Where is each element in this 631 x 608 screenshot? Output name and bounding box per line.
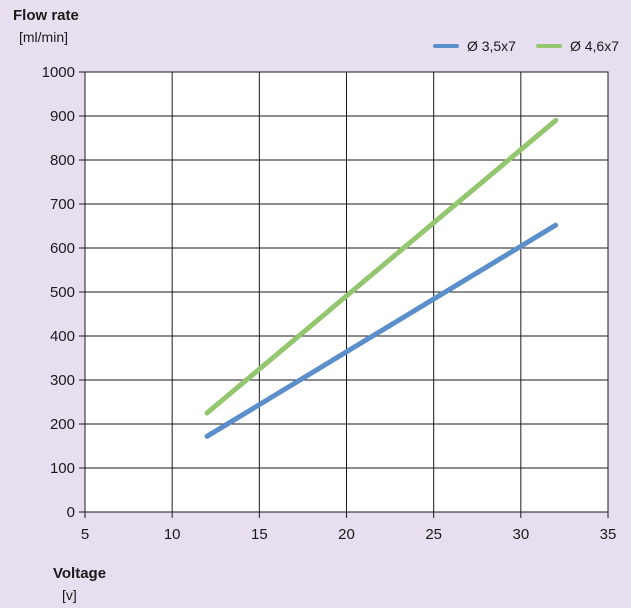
legend-item-series-2: Ø 4,6x7 bbox=[535, 38, 619, 54]
y-tick-label-700: 700 bbox=[50, 196, 75, 213]
series-line-2 bbox=[204, 117, 559, 416]
chart-canvas: 0 100 200 300 400 500 600 700 800 900 1000 5 10 15 20 2… bbox=[42, 64, 617, 543]
x-tick-label-30: 30 bbox=[512, 526, 529, 543]
y-axis-title: Flow rate bbox=[13, 7, 79, 24]
y-tick-label-300: 300 bbox=[50, 372, 75, 389]
y-tick-label-100: 100 bbox=[50, 460, 75, 477]
y-tick-label-800: 800 bbox=[50, 152, 75, 169]
x-axis-title: Voltage bbox=[53, 565, 107, 582]
x-tick-label-35: 35 bbox=[600, 526, 617, 543]
y-tick-label-600: 600 bbox=[50, 240, 75, 257]
legend-label-series-1: Ø 3,5x7 bbox=[466, 38, 516, 54]
plot-frame bbox=[84, 71, 609, 513]
legend: Ø 3,5x7 Ø 4,6x7 bbox=[413, 38, 619, 54]
legend-item-series-1: Ø 3,5x7 bbox=[432, 38, 516, 54]
y-tick-label-400: 400 bbox=[50, 328, 75, 345]
legend-label-series-2: Ø 4,6x7 bbox=[569, 38, 619, 54]
y-tick-label-200: 200 bbox=[50, 416, 75, 433]
y-tick-label-1000: 1000 bbox=[42, 64, 75, 81]
x-axis-unit: [v] bbox=[62, 587, 77, 603]
x-tick-label-25: 25 bbox=[425, 526, 442, 543]
y-axis-unit: [ml/min] bbox=[19, 29, 68, 45]
y-tick-label-500: 500 bbox=[50, 284, 75, 301]
y-tick-label-900: 900 bbox=[50, 108, 75, 125]
legend-swatch-series-2 bbox=[535, 44, 562, 48]
x-tick-label-10: 10 bbox=[164, 526, 181, 543]
y-tick-label-0: 0 bbox=[67, 504, 75, 521]
x-tick-label-5: 5 bbox=[81, 526, 89, 543]
x-tick-label-15: 15 bbox=[251, 526, 268, 543]
series-line-1 bbox=[204, 222, 559, 439]
x-tick-label-20: 20 bbox=[338, 526, 355, 543]
legend-swatch-series-1 bbox=[432, 44, 459, 48]
